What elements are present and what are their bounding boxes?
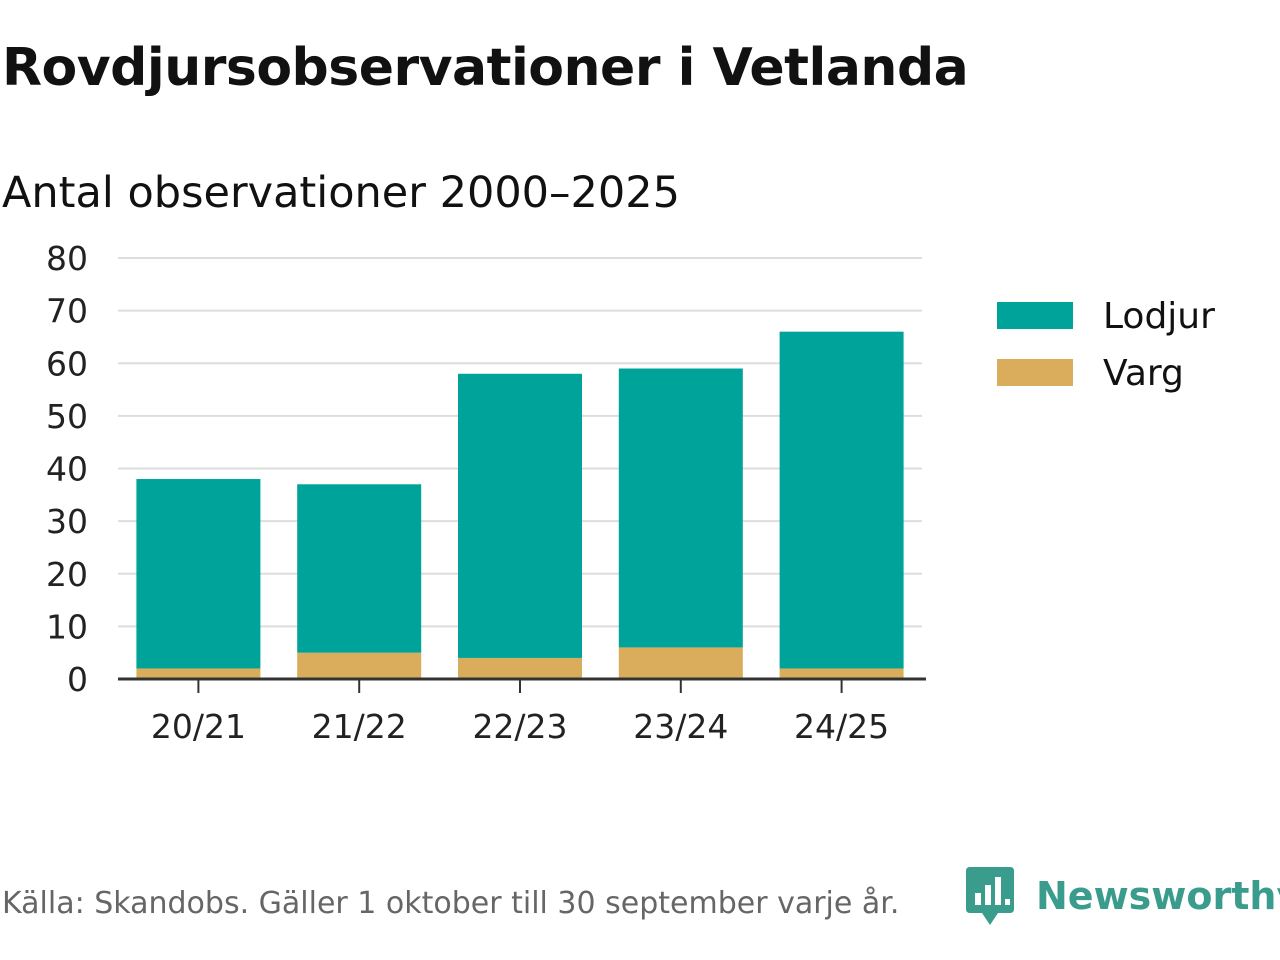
bar-lodjur-21-22 [297, 484, 422, 653]
bar-lodjur-22-23 [458, 373, 582, 658]
y-tick-label: 70 [46, 292, 88, 331]
x-tick-label: 24/25 [794, 707, 889, 746]
y-tick-label: 30 [46, 502, 88, 541]
brand-name: Newsworthy [1036, 874, 1280, 918]
bar-varg-21-22 [297, 652, 422, 679]
y-tick-label: 0 [67, 660, 88, 699]
bar-varg-20-21 [136, 668, 261, 679]
legend: Lodjur Varg [997, 296, 1215, 394]
x-tick-label: 22/23 [472, 707, 567, 746]
bar-lodjur-23-24 [618, 368, 743, 648]
legend-swatch-varg [997, 359, 1073, 386]
bar-lodjur-20-21 [136, 479, 261, 669]
x-axis [118, 677, 926, 693]
bar-lodjur-24-25 [779, 331, 904, 669]
x-tick-label: 23/24 [633, 707, 728, 746]
chart-subtitle: Antal observationer 2000–2025 [2, 168, 680, 218]
y-axis-tick-labels: 0 10 20 30 40 50 60 70 80 [46, 239, 88, 699]
y-tick-label: 50 [46, 397, 88, 436]
y-tick-label: 20 [46, 555, 88, 594]
y-tick-label: 60 [46, 344, 88, 383]
bar-varg-23-24 [618, 647, 743, 679]
y-tick-label: 10 [46, 607, 88, 646]
brand-logo: Newsworthy [964, 864, 1280, 928]
newsworthy-logo-icon [966, 867, 1014, 925]
x-tick-label: 21/22 [312, 707, 407, 746]
page-title: Rovdjursobservationer i Vetlanda [2, 38, 969, 98]
legend-label-lodjur: Lodjur [1103, 296, 1215, 337]
x-axis-tick-labels: 20/21 21/22 22/23 23/24 24/25 [151, 707, 889, 746]
bar-varg-22-23 [458, 657, 582, 679]
source-note: Källa: Skandobs. Gäller 1 oktober till 3… [2, 886, 900, 921]
x-tick-label: 20/21 [151, 707, 246, 746]
y-tick-label: 80 [46, 239, 88, 278]
legend-swatch-lodjur [997, 302, 1073, 329]
bars [136, 331, 904, 679]
y-tick-label: 40 [46, 450, 88, 489]
legend-label-varg: Varg [1103, 353, 1184, 394]
bar-varg-24-25 [779, 668, 904, 679]
